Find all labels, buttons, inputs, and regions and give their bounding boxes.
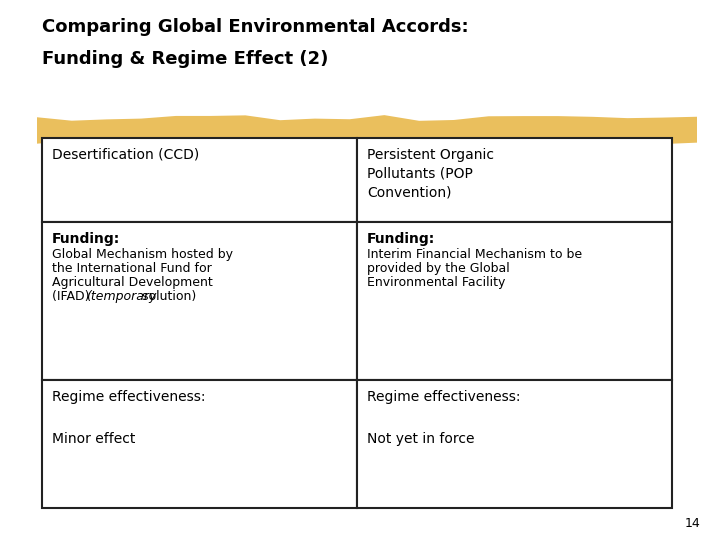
- Polygon shape: [37, 115, 697, 146]
- Text: Funding:: Funding:: [367, 232, 436, 246]
- Text: Funding & Regime Effect (2): Funding & Regime Effect (2): [42, 50, 328, 68]
- Text: solution): solution): [138, 290, 197, 303]
- Text: Funding:: Funding:: [52, 232, 120, 246]
- Text: Interim Financial Mechanism to be: Interim Financial Mechanism to be: [367, 248, 582, 261]
- Text: (IFAD): (IFAD): [52, 290, 94, 303]
- Text: Desertification (CCD): Desertification (CCD): [52, 148, 199, 162]
- Bar: [357, 380, 672, 508]
- Bar: [42, 222, 357, 380]
- Text: Persistent Organic
Pollutants (POP
Convention): Persistent Organic Pollutants (POP Conve…: [367, 148, 494, 200]
- Bar: [357, 138, 672, 222]
- Text: 14: 14: [684, 517, 700, 530]
- Text: Comparing Global Environmental Accords:: Comparing Global Environmental Accords:: [42, 18, 469, 36]
- Text: the International Fund for: the International Fund for: [52, 262, 212, 275]
- Text: Regime effectiveness:: Regime effectiveness:: [367, 390, 521, 404]
- Text: Environmental Facility: Environmental Facility: [367, 276, 505, 289]
- Bar: [42, 380, 357, 508]
- Text: provided by the Global: provided by the Global: [367, 262, 510, 275]
- Text: Agricultural Development: Agricultural Development: [52, 276, 212, 289]
- Text: (temporary: (temporary: [86, 290, 156, 303]
- Text: Global Mechanism hosted by: Global Mechanism hosted by: [52, 248, 233, 261]
- Bar: [42, 138, 357, 222]
- Text: Regime effectiveness:: Regime effectiveness:: [52, 390, 205, 404]
- Bar: [357, 222, 672, 380]
- Text: Not yet in force: Not yet in force: [367, 432, 474, 446]
- Text: Minor effect: Minor effect: [52, 432, 135, 446]
